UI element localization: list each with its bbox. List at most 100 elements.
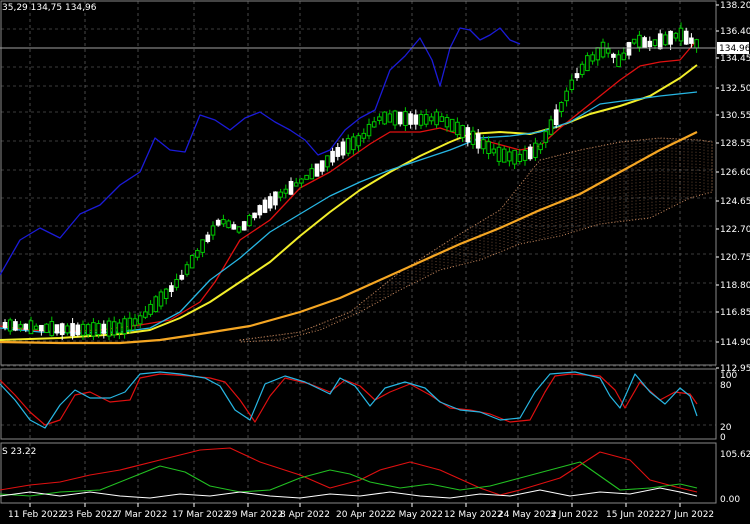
candle-body	[413, 114, 419, 125]
candle-body	[210, 225, 216, 236]
stochastic-axis-label: 80	[720, 381, 732, 391]
candle-body	[444, 117, 450, 128]
candle-body	[418, 114, 424, 126]
candle-body	[33, 325, 39, 330]
candle-body	[252, 212, 257, 219]
stochastic-axis-label: 100	[720, 371, 737, 381]
candle-body	[673, 32, 679, 39]
date-axis-label: 12 May 2022	[444, 510, 503, 520]
candle-body	[600, 41, 606, 58]
candle-body	[366, 123, 372, 137]
candle-body	[585, 55, 590, 72]
candle-body	[132, 318, 138, 326]
stochastic-axis-label: 0	[720, 433, 726, 443]
candle-body	[330, 150, 335, 163]
candle-body	[512, 149, 517, 165]
candle-body	[538, 143, 543, 151]
candle-body	[455, 121, 460, 136]
candle-body	[527, 146, 533, 160]
candle-body	[241, 221, 247, 231]
grid-lines	[1, 1, 716, 503]
candles	[2, 22, 699, 341]
date-axis-label: 2 May 2022	[390, 510, 443, 520]
price-axis-label: 116.85	[720, 308, 750, 318]
candle-body	[663, 34, 668, 46]
stochastic-axis-label: 20	[720, 423, 732, 433]
stochastic-signal-line	[0, 373, 698, 426]
candle-body	[491, 148, 497, 154]
lower-header: S 23.22	[2, 447, 36, 457]
candle-body	[101, 323, 107, 334]
candle-body	[397, 111, 403, 125]
date-axis-label: 24 May 2022	[498, 510, 557, 520]
price-axis-label: 138.20	[720, 1, 750, 11]
candle-body	[309, 168, 315, 180]
candle-body	[507, 151, 512, 162]
candle-body	[70, 323, 75, 337]
candle-body	[371, 121, 377, 128]
candle-body	[533, 142, 538, 158]
current-price-box	[717, 42, 749, 54]
candle-body	[184, 264, 190, 275]
candle-body	[91, 322, 96, 337]
candle-body	[392, 110, 398, 126]
price-axis-label: 124.65	[720, 197, 750, 207]
candle-body	[449, 118, 455, 132]
candle-body	[657, 33, 663, 50]
date-axis-label: 23 Feb 2022	[62, 510, 118, 520]
candle-body	[361, 132, 367, 139]
price-axis-label: 118.80	[720, 281, 750, 291]
candle-body	[325, 155, 330, 168]
candle-body	[631, 38, 637, 44]
candle-body	[236, 226, 242, 233]
lower-axis-label: 105.62	[720, 450, 750, 460]
date-axis-label: 3 Jun 2022	[550, 510, 598, 520]
candle-body	[200, 239, 205, 253]
candle-body	[590, 54, 595, 62]
candle-body	[569, 79, 575, 91]
red-tenkan-line	[0, 39, 698, 333]
candle-body	[335, 147, 341, 157]
price-axis-label: 120.75	[720, 253, 750, 263]
price-axis-label: 114.90	[720, 338, 750, 348]
candle-body	[470, 130, 476, 145]
candle-body	[626, 42, 632, 56]
candle-body	[44, 323, 49, 333]
candle-body	[28, 320, 34, 335]
candle-body	[231, 224, 237, 230]
stochastic-oscillator	[0, 371, 698, 429]
candle-body	[642, 37, 647, 48]
candle-body	[122, 318, 127, 335]
candle-body	[377, 116, 382, 121]
date-axis-label: 8 Apr 2022	[280, 510, 330, 520]
candle-body	[319, 160, 325, 172]
candle-body	[59, 323, 65, 335]
candle-body	[2, 322, 8, 328]
candle-body	[13, 321, 18, 331]
candle-body	[314, 163, 320, 177]
candle-body	[475, 133, 481, 149]
lower-axis-label: 0.00	[720, 495, 740, 505]
candle-body	[49, 321, 55, 337]
candle-body	[293, 182, 299, 187]
candle-body	[423, 114, 429, 125]
lower-axis: 105.62 0.00	[720, 450, 750, 505]
lower-indicator	[0, 447, 698, 499]
candle-body	[548, 119, 554, 135]
date-axis-label: 29 Mar 2022	[226, 510, 283, 520]
candle-body	[153, 296, 159, 313]
candle-body	[288, 180, 294, 195]
candle-body	[39, 324, 44, 332]
candle-body	[137, 315, 143, 325]
date-axis-label: 20 Apr 2022	[336, 510, 392, 520]
candle-body	[678, 27, 684, 42]
candle-body	[481, 139, 486, 150]
candle-body	[382, 111, 387, 125]
candle-body	[403, 111, 408, 126]
candle-body	[304, 174, 309, 180]
cyan-kijun-line	[0, 91, 698, 334]
candle-body	[283, 188, 289, 194]
candle-body	[189, 254, 195, 269]
